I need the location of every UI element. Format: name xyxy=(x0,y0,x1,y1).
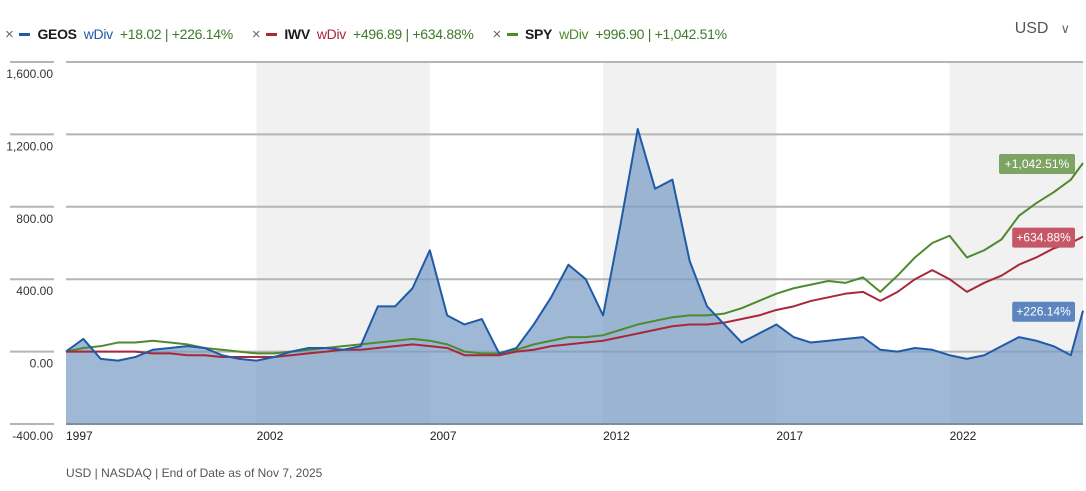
change-values: +496.89 | +634.88% xyxy=(353,26,474,42)
wdiv-label: wDiv xyxy=(83,26,113,42)
x-axis-label: 2007 xyxy=(430,429,457,443)
y-axis-label: -400.00 xyxy=(12,429,53,443)
geos-line xyxy=(65,127,1084,362)
y-axis-label: 400.00 xyxy=(16,284,53,298)
change-values: +18.02 | +226.14% xyxy=(119,26,233,42)
currency-dropdown[interactable]: USD ∨ xyxy=(1015,20,1070,38)
currency-label: USD xyxy=(1014,20,1049,37)
geos-end-label: +226.14% xyxy=(1012,301,1075,322)
legend-item-iwv: × IWV wDiv +496.89 | +634.88% xyxy=(247,26,474,43)
svg-text:+1,042.51%: +1,042.51% xyxy=(1005,157,1070,171)
legend: × GEOS wDiv +18.02 | +226.14% × IWV wDiv… xyxy=(0,22,741,46)
svg-text:+634.88%: +634.88% xyxy=(1016,231,1071,245)
svg-text:+226.14%: +226.14% xyxy=(1016,305,1071,319)
x-axis-label: 1997 xyxy=(66,429,93,443)
remove-series-icon[interactable]: × xyxy=(492,25,501,43)
y-axis-label: 1,600.00 xyxy=(6,67,53,81)
x-axis-label: 2022 xyxy=(950,429,977,443)
y-axis-label: 800.00 xyxy=(16,212,53,226)
remove-series-icon[interactable]: × xyxy=(5,25,14,43)
y-axis-label: 0.00 xyxy=(30,357,54,371)
y-axis-label: 1,200.00 xyxy=(6,139,53,153)
remove-series-icon[interactable]: × xyxy=(251,25,261,43)
series-color-swatch xyxy=(266,32,278,36)
spy-line xyxy=(65,162,1084,355)
iwv-end-label: +634.88% xyxy=(1012,227,1075,248)
x-axis-label: 2012 xyxy=(603,429,630,443)
legend-item-spy: × SPY wDiv +996.90 | +1,042.51% xyxy=(487,25,727,43)
ticker-label: SPY xyxy=(524,26,553,42)
ticker-label: IWV xyxy=(284,26,310,42)
legend-item-geos: × GEOS wDiv +18.02 | +226.14% xyxy=(0,26,233,43)
footer-note: USD | NASDAQ | End of Date as of Nov 7, … xyxy=(66,466,323,480)
iwv-line xyxy=(66,235,1084,359)
ticker-label: GEOS xyxy=(37,26,77,42)
spy-end-label: +1,042.51% xyxy=(999,153,1075,174)
x-axis-label: 2017 xyxy=(776,429,803,443)
x-axis-label: 2002 xyxy=(257,429,284,443)
change-values: +996.90 | +1,042.51% xyxy=(595,26,727,42)
geos-area xyxy=(66,128,1083,424)
series-color-swatch xyxy=(19,32,31,36)
series-color-swatch xyxy=(506,32,518,36)
chevron-down-icon: ∨ xyxy=(1060,21,1070,36)
wdiv-label: wDiv xyxy=(316,26,347,42)
wdiv-label: wDiv xyxy=(559,26,589,42)
